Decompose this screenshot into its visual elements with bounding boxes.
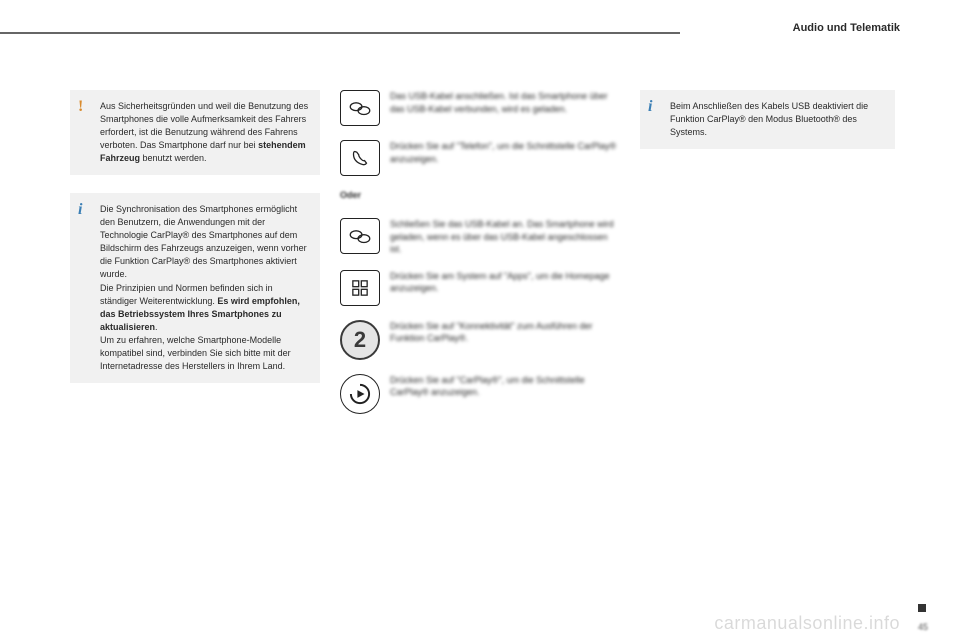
step-carplay-text: Drücken Sie auf "CarPlay®", um die Schni… <box>390 374 620 399</box>
page-number: 45 <box>918 622 928 632</box>
usb-cable-icon <box>340 90 380 126</box>
step-apps-text: Drücken Sie am System auf "Apps", um die… <box>390 270 620 295</box>
header-title: Audio und Telematik <box>793 22 900 34</box>
info-box-sync: i Die Synchronisation des Smartphones er… <box>70 193 320 383</box>
info-text-a: Die Synchronisation des Smartphones ermö… <box>100 204 307 279</box>
info-text-d: Um zu erfahren, welche Smartphone-Modell… <box>100 335 291 371</box>
step-number-2-icon: 2 <box>340 320 380 360</box>
step-usb-1: Das USB-Kabel anschließen. Ist das Smart… <box>340 90 620 126</box>
warning-icon: ! <box>78 98 83 116</box>
step-phone-text: Drücken Sie auf "Telefon", um die Schnit… <box>390 140 620 165</box>
column-middle: Das USB-Kabel anschließen. Ist das Smart… <box>340 90 620 428</box>
warning-text: Aus Sicherheitsgründen und weil die Benu… <box>100 100 310 165</box>
or-label: Oder <box>340 190 620 200</box>
column-left: ! Aus Sicherheitsgründen und weil die Be… <box>70 90 320 401</box>
warning-box: ! Aus Sicherheitsgründen und weil die Be… <box>70 90 320 175</box>
info-icon: i <box>78 201 82 219</box>
usb-cable-icon-2 <box>340 218 380 254</box>
step-carplay: Drücken Sie auf "CarPlay®", um die Schni… <box>340 374 620 414</box>
step-connectivity: 2 Drücken Sie auf "Konnektivität" zum Au… <box>340 320 620 360</box>
info-text: Die Synchronisation des Smartphones ermö… <box>100 203 310 373</box>
step-connectivity-text: Drücken Sie auf "Konnektivität" zum Ausf… <box>390 320 620 345</box>
carplay-icon <box>340 374 380 414</box>
apps-grid-icon <box>340 270 380 306</box>
info-bluetooth-text: Beim Anschließen des Kabels USB deaktivi… <box>670 100 885 139</box>
info-box-bluetooth: i Beim Anschließen des Kabels USB deakti… <box>640 90 895 149</box>
info-text-c: . <box>155 322 158 332</box>
warn-text-tail: benutzt werden. <box>140 153 207 163</box>
step-apps: Drücken Sie am System auf "Apps", um die… <box>340 270 620 306</box>
step-usb-1-text: Das USB-Kabel anschließen. Ist das Smart… <box>390 90 620 115</box>
page-corner-marker <box>918 604 926 612</box>
step-phone: Drücken Sie auf "Telefon", um die Schnit… <box>340 140 620 176</box>
step-usb-2-text: Schließen Sie das USB-Kabel an. Das Smar… <box>390 218 620 256</box>
phone-icon <box>340 140 380 176</box>
header-rule <box>0 32 680 34</box>
info-icon-2: i <box>648 98 652 116</box>
step-usb-2: Schließen Sie das USB-Kabel an. Das Smar… <box>340 218 620 256</box>
column-right: i Beim Anschließen des Kabels USB deakti… <box>640 90 895 167</box>
watermark: carmanualsonline.info <box>714 613 900 634</box>
